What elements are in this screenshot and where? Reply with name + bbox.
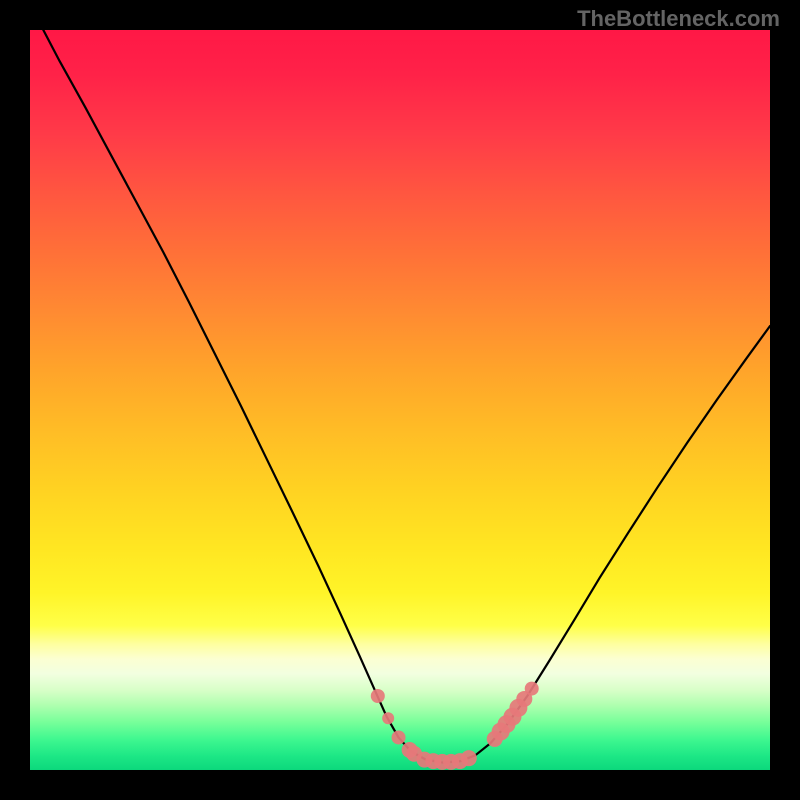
chart-stage: TheBottleneck.com xyxy=(0,0,800,800)
marker-left-cluster xyxy=(382,712,394,724)
chart-svg xyxy=(0,0,800,800)
marker-left-cluster xyxy=(392,730,406,744)
marker-left-cluster xyxy=(371,689,385,703)
plot-area xyxy=(30,30,770,770)
marker-bottom-bar xyxy=(461,750,477,766)
watermark-text: TheBottleneck.com xyxy=(577,6,780,32)
marker-right-cluster xyxy=(525,682,539,696)
